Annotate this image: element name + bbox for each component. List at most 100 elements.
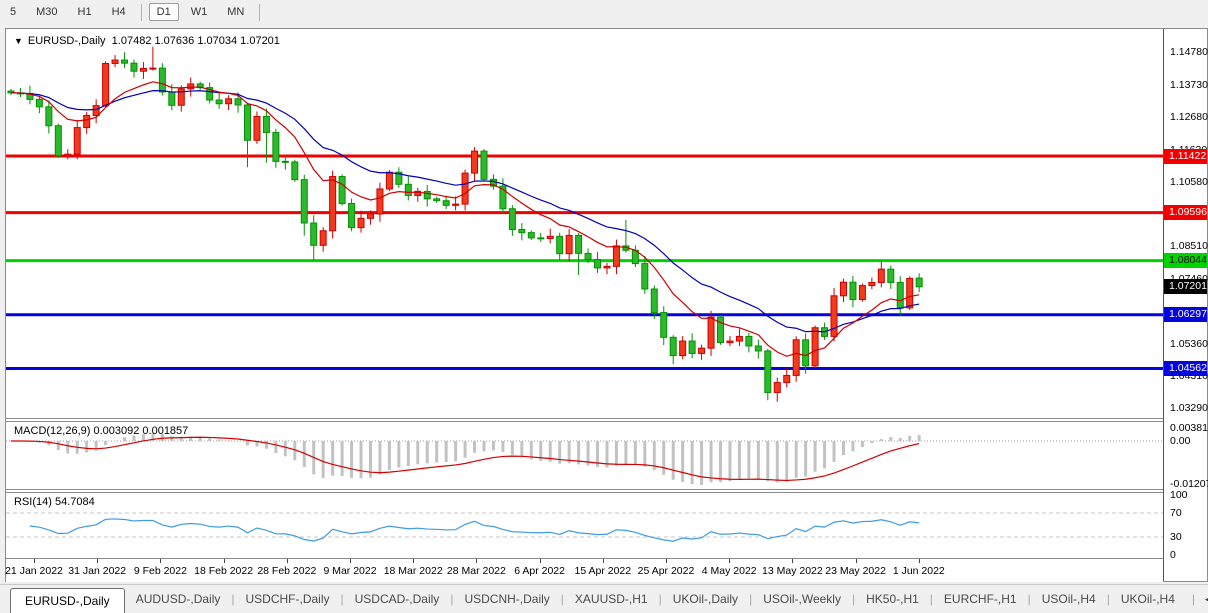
timeframe-button-h1[interactable]: H1 (77, 6, 92, 18)
timeframe-button-d1[interactable]: D1 (148, 3, 179, 21)
toolbar-separator (140, 3, 142, 21)
date-tick (602, 559, 604, 563)
level-price-label: 1.11422 (1164, 148, 1207, 164)
candle-body (660, 312, 668, 338)
date-tick-label: 9 Feb 2022 (133, 565, 187, 577)
candle-body (849, 281, 857, 301)
candle-body (102, 62, 110, 107)
candle-body (480, 150, 488, 180)
chart-tab-usoil-h4[interactable]: USOil-,H4 (1041, 592, 1096, 606)
candle-body (45, 106, 53, 127)
tab-separator: | (851, 592, 856, 606)
candle-body (839, 281, 847, 297)
price-tick-label: 1.08510 (1170, 240, 1208, 253)
chart-window: ▼ EURUSD-,Daily 1.07482 1.07636 1.07034 1… (5, 28, 1208, 582)
candle-body (452, 203, 460, 206)
date-tick-label: 23 May 2022 (825, 565, 886, 577)
timeframe-button-5[interactable]: 5 (10, 6, 17, 18)
date-tick-label: 31 Jan 2022 (68, 565, 127, 577)
chart-tab-usoil-weekly[interactable]: USOil-,Weekly (763, 592, 841, 606)
price-tick-label: 1.10580 (1170, 176, 1208, 189)
candle-body (225, 98, 233, 105)
tab-scroll-left-icon[interactable]: ◀ (1205, 594, 1208, 605)
chart-tab-audusd-daily[interactable]: AUDUSD-,Daily (135, 592, 221, 606)
candle-body (442, 200, 450, 206)
macd-signal-line (10, 436, 920, 482)
candle-body (338, 176, 346, 204)
candle-body (177, 88, 185, 106)
candle-body (471, 150, 479, 174)
rsi-tick-label: 70 (1170, 507, 1182, 519)
chart-tab-usdchf-daily[interactable]: USDCHF-,Daily (245, 592, 330, 606)
candle-body (556, 235, 564, 255)
chart-tab-eurusd-daily[interactable]: EURUSD-,Daily (10, 588, 125, 613)
candle-body (54, 125, 62, 157)
candle-body (688, 340, 696, 354)
level-price-label: 1.04562 (1164, 361, 1207, 377)
candle-body (187, 83, 195, 90)
candle-body (357, 217, 365, 229)
rsi-tick-label: 100 (1170, 489, 1188, 501)
timeframe-toolbar: 5 M30 H1 H4 D1 W1 MN (0, 0, 1208, 24)
chart-tab-xauusd-h1[interactable]: XAUUSD-,H1 (574, 592, 648, 606)
tab-separator: | (658, 592, 662, 606)
macd-tick-label: 0.00 (1170, 435, 1191, 447)
date-tick-label: 15 Apr 2022 (574, 565, 632, 577)
candle-body (499, 185, 507, 210)
chart-title: ▼ EURUSD-,Daily 1.07482 1.07636 1.07034 1… (14, 35, 280, 47)
candle-body (319, 230, 327, 246)
candle-body (754, 345, 762, 352)
candle-body (508, 208, 516, 231)
date-axis[interactable]: 21 Jan 2022 31 Jan 2022 9 Feb 2022 18 Feb 2… (5, 559, 1163, 582)
chart-tab-usdcnh-daily[interactable]: USDCNH-,Daily (464, 592, 550, 606)
symbol-dropdown-icon[interactable]: ▼ (14, 36, 23, 46)
candle-body (764, 350, 772, 393)
tab-separator: | (450, 592, 454, 606)
candle-body (262, 115, 270, 134)
price-axis[interactable]: 1.147801.137301.126801.116301.105801.085… (1164, 29, 1208, 581)
chart-tab-eurchf-h1[interactable]: EURCHF-,H1 (943, 592, 1017, 606)
chart-tab-usdcad-daily[interactable]: USDCAD-,Daily (354, 592, 440, 606)
rsi-tick-label: 30 (1170, 531, 1182, 543)
main-price-pane[interactable] (6, 46, 1163, 402)
timeframe-button-w1[interactable]: W1 (190, 6, 208, 18)
tab-separator: | (1106, 592, 1110, 606)
candle-body (792, 339, 800, 376)
candle-body (603, 265, 611, 269)
macd-tick-label: -0.012077 (1170, 477, 1208, 490)
candle-body (546, 235, 554, 239)
tab-separator: | (560, 592, 564, 606)
chart-tab-hk50-h1[interactable]: HK50-,H1 (866, 592, 919, 606)
candle-body (385, 171, 393, 190)
rsi-pane[interactable] (6, 512, 1163, 542)
chart-canvas[interactable] (6, 29, 1207, 581)
candle-body (745, 335, 753, 347)
candle-body (414, 190, 422, 196)
chart-tab-ukoil-daily[interactable]: UKOil-,Daily (672, 592, 739, 606)
level-price-label: 1.09596 (1164, 205, 1207, 221)
timeframe-button-m30[interactable]: M30 (36, 6, 58, 18)
date-tick (539, 559, 541, 563)
candle-body (858, 285, 866, 301)
candle-body (584, 252, 592, 261)
macd-pane[interactable] (6, 432, 1163, 485)
candle-body (650, 288, 658, 314)
candle-body (272, 132, 280, 162)
candle-body (244, 104, 251, 141)
timeframe-button-h4[interactable]: H4 (111, 6, 126, 18)
price-tick-label: 1.03290 (1170, 401, 1208, 414)
tab-separator: | (1027, 592, 1031, 606)
candle-body (830, 295, 838, 337)
timeframe-button-mn[interactable]: MN (227, 6, 245, 18)
candle-body (896, 281, 904, 309)
candle-body (679, 340, 687, 357)
date-tick-label: 18 Mar 2022 (383, 565, 443, 577)
rsi-tick-label: 0 (1170, 549, 1176, 561)
rsi-line (29, 518, 920, 542)
tab-separator: | (749, 592, 753, 606)
candle-body (773, 382, 781, 393)
candle-body (868, 281, 876, 287)
chart-tab-ukoil-h4[interactable]: UKOil-,H4 (1120, 592, 1175, 606)
date-tick-label: 4 May 2022 (701, 565, 757, 577)
ohlc-high: 1.07636 (154, 35, 195, 47)
